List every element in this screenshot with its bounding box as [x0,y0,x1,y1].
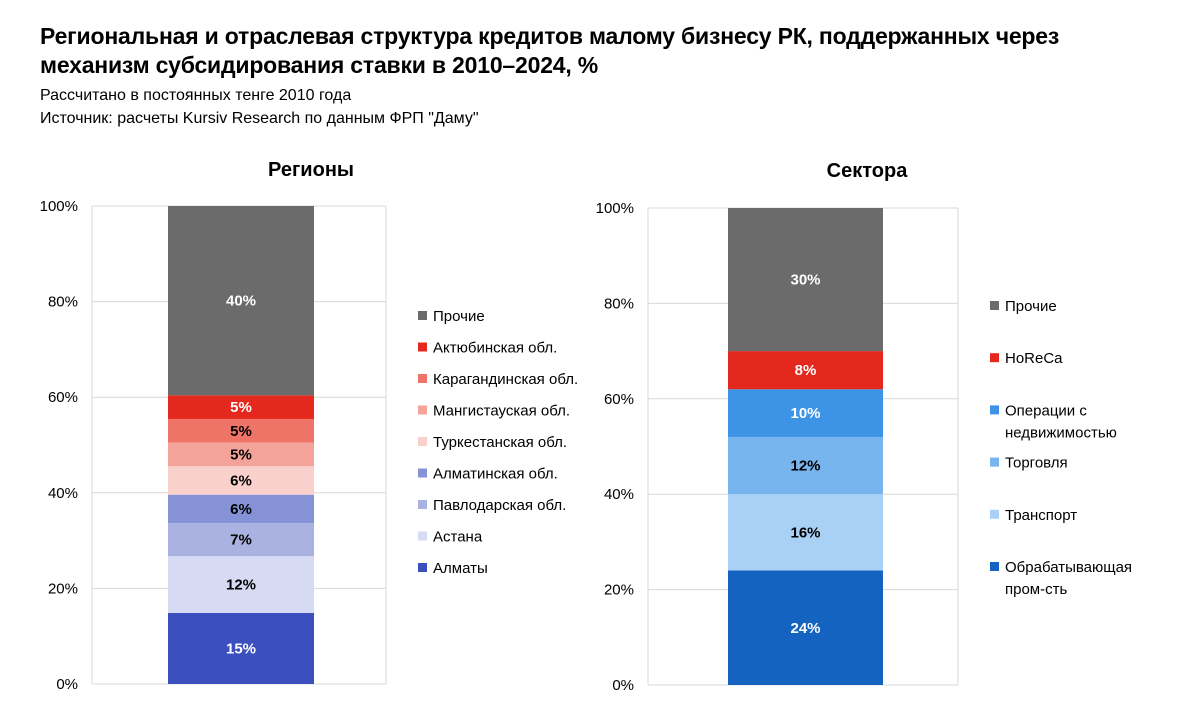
regions-y-tick-label: 80% [48,294,78,311]
sectors-legend-swatch [990,353,999,363]
regions-bar-segment [168,206,314,396]
regions-bar-segment [168,466,314,495]
sectors-data-label: 24% [790,620,820,637]
sectors-legend-label: Операции с [1005,402,1087,419]
regions-title: Регионы [268,159,354,181]
regions-legend-swatch [418,374,427,383]
regions-bar-segment [168,395,314,419]
regions-data-label: 5% [230,423,252,440]
regions-legend-label: Актюбинская обл. [433,340,557,357]
regions-legend-swatch [418,563,427,572]
regions-legend-swatch [418,437,427,446]
sectors-legend-swatch [990,509,999,519]
regions-data-label: 15% [226,641,256,658]
sectors-chart: Сектора 0% 20% 40% 60% 80% 100% 24% 16% 12% 10% 8% 3… [596,160,1132,694]
sectors-data-label: 30% [790,272,820,289]
regions-y-tick-label: 60% [48,389,78,406]
sectors-legend-swatch [990,301,999,310]
regions-legend-label: Прочие [433,308,485,325]
regions-bar-segment [168,556,314,614]
regions-legend-swatch [418,500,427,509]
regions-y-tick-label: 100% [40,198,78,215]
sectors-legend-label: HoReCa [1005,350,1063,367]
sectors-bar-segment [728,351,883,390]
sectors-legend-label: недвижимостью [1005,424,1117,441]
chart-subtitle: Рассчитано в постоянных тенге 2010 года [40,87,352,104]
sectors-y-tick-label: 0% [612,677,634,694]
sectors-bar-segment [728,494,883,571]
sectors-bar-segment [728,208,883,352]
chart-title: Региональная и отраслевая структура кред… [40,23,1060,78]
regions-chart: Регионы 0% 20% 40% 60% 80% 100% 15% 12% 7% 6% 6% 5% 5… [40,159,579,693]
sectors-data-label: 10% [790,405,820,422]
regions-bar-segment [168,418,314,443]
regions-legend-label: Алматинская обл. [433,466,558,483]
regions-legend-swatch [418,342,427,352]
sectors-legend-swatch [990,562,999,571]
regions-bar-segment [168,442,314,467]
regions-legend-label: Алматы [433,560,488,577]
regions-data-label: 12% [226,577,256,594]
regions-bar-segment [168,613,314,684]
regions-data-label: 5% [230,399,252,416]
sectors-legend-label: Торговля [1005,455,1068,472]
regions-legend-label: Мангистауская обл. [433,403,570,420]
regions-legend-swatch [418,468,427,478]
sectors-y-tick-label: 40% [604,486,634,503]
regions-legend-swatch [418,405,427,415]
sectors-bar-segment [728,436,883,495]
regions-data-label: 6% [230,501,252,518]
sectors-y-tick-label: 60% [604,391,634,408]
regions-bar-segment [168,494,314,524]
sectors-legend-swatch [990,405,999,415]
sectors-title: Сектора [827,160,909,182]
sectors-data-label: 16% [790,524,820,541]
sectors-legend-label: пром-сть [1005,581,1067,598]
sectors-data-label: 12% [790,458,820,475]
regions-y-tick-label: 40% [48,485,78,502]
regions-data-label: 6% [230,472,252,489]
sectors-y-tick-label: 100% [596,200,634,217]
regions-data-label: 7% [230,532,252,549]
regions-bar-segment [168,523,314,557]
regions-legend-swatch [418,531,427,541]
regions-data-label: 40% [226,293,256,310]
chart-source: Источник: расчеты Kursiv Research по дан… [40,110,479,127]
regions-legend-label: Павлодарская обл. [433,497,566,514]
sectors-data-label: 8% [795,362,817,379]
sectors-legend-label: Прочие [1005,298,1057,315]
regions-data-label: 5% [230,446,252,463]
regions-legend-label: Карагандинская обл. [433,371,578,388]
regions-legend-label: Астана [433,529,483,546]
regions-y-tick-label: 20% [48,580,78,597]
sectors-bar-segment [728,570,883,685]
sectors-bar-segment [728,389,883,437]
sectors-y-tick-label: 20% [604,582,634,599]
regions-y-tick-label: 0% [56,676,78,693]
sectors-y-tick-label: 80% [604,295,634,312]
sectors-legend-label: Транспорт [1005,507,1077,524]
sectors-legend-label: Обрабатывающая [1005,559,1132,576]
sectors-legend-swatch [990,457,999,467]
regions-legend-label: Туркестанская обл. [433,434,567,451]
regions-legend-swatch [418,311,427,320]
